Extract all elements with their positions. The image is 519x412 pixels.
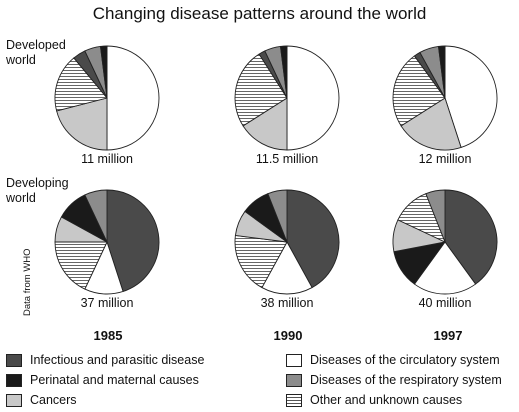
- chart-title: Changing disease patterns around the wor…: [92, 4, 427, 23]
- legend-swatch-circulatory: [286, 353, 302, 367]
- year-label-1985: 1985: [93, 328, 123, 343]
- legend-swatch-respiratory: [286, 373, 302, 387]
- total-developed-1985: 11 million: [81, 152, 133, 166]
- slice-diseases-of-the-circulatory-system: [444, 45, 498, 149]
- slice-diseases-of-the-circulatory-system: [413, 241, 477, 295]
- slice-perinatal-and-maternal-causes: [437, 45, 446, 99]
- legend-label-cancers: Cancers: [30, 393, 77, 407]
- pie-developing-world-1990: [234, 189, 340, 295]
- slice-infectious-and-parasitic-disease: [106, 189, 160, 293]
- group-label-developing: Developing world: [6, 176, 69, 205]
- slice-other-and-unknown-causes: [234, 234, 288, 289]
- legend-swatch-other: [286, 393, 302, 407]
- slice-infectious-and-parasitic-disease: [444, 189, 498, 285]
- legend-item-circulatory: Diseases of the circulatory system: [286, 353, 500, 367]
- slice-diseases-of-the-circulatory-system: [261, 241, 313, 295]
- slice-other-and-unknown-causes: [54, 57, 108, 112]
- slice-cancers: [242, 97, 288, 151]
- legend-item-cancers: Cancers: [6, 393, 77, 407]
- slice-other-and-unknown-causes: [392, 55, 446, 127]
- year-label-1990: 1990: [273, 328, 303, 343]
- slice-diseases-of-the-respiratory-system: [267, 189, 288, 243]
- legend-swatch-perinatal: [6, 373, 22, 387]
- total-developing-1990: 38 million: [260, 296, 314, 310]
- total-developed-1997: 12 million: [418, 152, 472, 166]
- pie-developed-world-1985: [54, 45, 160, 151]
- total-developed-1990: 11.5 million: [255, 152, 319, 166]
- year-label-1997: 1997: [433, 328, 463, 343]
- slice-diseases-of-the-circulatory-system: [106, 45, 160, 151]
- slice-perinatal-and-maternal-causes: [279, 45, 288, 99]
- legend-swatch-infectious: [6, 353, 22, 367]
- legend-item-respiratory: Diseases of the respiratory system: [286, 373, 502, 387]
- slice-other-and-unknown-causes: [234, 53, 288, 127]
- slice-diseases-of-the-respiratory-system: [84, 189, 108, 243]
- total-developing-1997: 40 million: [418, 296, 472, 310]
- slice-diseases-of-the-circulatory-system: [286, 45, 340, 151]
- source-label: Data from WHO: [22, 248, 33, 316]
- legend-item-perinatal: Perinatal and maternal causes: [6, 373, 199, 387]
- legend-label-circulatory: Diseases of the circulatory system: [310, 353, 500, 367]
- pie-developing-world-1985: [54, 189, 160, 295]
- slice-diseases-of-the-respiratory-system: [425, 189, 446, 243]
- total-developing-1985: 37 million: [80, 296, 134, 310]
- slice-other-and-unknown-causes: [54, 241, 108, 290]
- legend-label-perinatal: Perinatal and maternal causes: [30, 373, 199, 387]
- pie-developing-world-1997: [392, 189, 498, 295]
- legend-label-infectious: Infectious and parasitic disease: [30, 353, 205, 367]
- legend-item-infectious: Infectious and parasitic disease: [6, 353, 204, 367]
- slice-infectious-and-parasitic-disease: [286, 189, 340, 289]
- legend-label-other: Other and unknown causes: [310, 393, 463, 407]
- pie-developed-world-1997: [392, 45, 498, 151]
- pie-developed-world-1990: [234, 45, 340, 151]
- slice-cancers: [400, 97, 462, 151]
- legend-label-respiratory: Diseases of the respiratory system: [310, 373, 502, 387]
- legend-swatch-cancers: [6, 393, 22, 407]
- slice-perinatal-and-maternal-causes: [99, 45, 108, 99]
- group-label-developed: Developed world: [6, 38, 66, 67]
- slice-cancers: [56, 97, 108, 151]
- legend-item-other: Other and unknown causes: [286, 393, 462, 407]
